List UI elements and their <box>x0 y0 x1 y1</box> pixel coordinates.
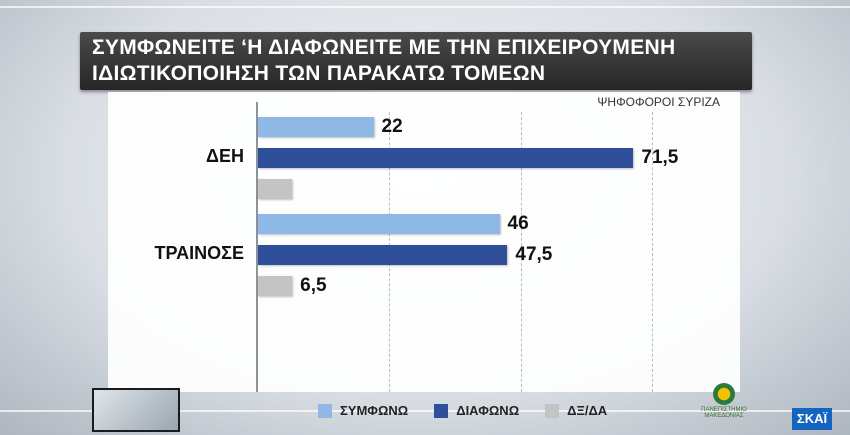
category-label: ΔΕΗ <box>206 146 244 166</box>
bar <box>258 117 374 137</box>
value-axis-line <box>256 102 258 392</box>
bar <box>258 245 508 265</box>
data-label: 47,5 <box>515 244 553 265</box>
bar <box>258 179 293 199</box>
data-label: 46 <box>507 213 529 234</box>
legend-label: ΔΙΑΦΩΝΩ <box>456 403 520 418</box>
title-line-2: ΙΔΙΩΤΙΚΟΠΟΙΗΣΗ ΤΩΝ ΠΑΡΑΚΑΤΩ ΤΟΜΕΩΝ <box>92 62 546 85</box>
category-label: ΤΡΑΙΝΟΣΕ <box>154 243 244 263</box>
legend-item: ΔΙΑΦΩΝΩ <box>434 403 519 418</box>
bar <box>258 276 293 296</box>
channel-logo: ΣΚΑΪ <box>792 408 832 430</box>
background-stripe <box>0 410 850 412</box>
legend-label: ΣΥΜΦΩΝΩ <box>340 403 409 418</box>
chart-panel: ΨΗΦΟΦΟΡΟΙ ΣΥΡΙΖΑ ΔΕΗ 22 71,5 ΤΡΑΙΝΟΣΕ 46 47,5… <box>108 92 740 392</box>
legend-label: ΔΞ/ΔΑ <box>567 403 608 418</box>
title-bar: ΣΥΜΦΩΝΕΙΤΕ ‘Η ΔΙΑΦΩΝΕΙΤΕ ΜΕ ΤΗΝ ΕΠΙΧΕΙΡΟ… <box>80 32 752 90</box>
data-label: 6,5 <box>300 275 327 296</box>
sponsor-text: ΠΑΝΕΠΙΣΤΗΜΙΟ ΜΑΚΕΔΟΝΙΑΣ <box>701 407 747 419</box>
bar <box>258 148 634 168</box>
background-stripe <box>0 6 850 8</box>
legend-swatch <box>545 403 560 418</box>
title-line-1: ΣΥΜΦΩΝΕΙΤΕ ‘Η ΔΙΑΦΩΝΕΙΤΕ ΜΕ ΤΗΝ ΕΠΙΧΕΙΡΟ… <box>92 36 676 59</box>
data-label: 22 <box>381 116 403 137</box>
bar <box>258 214 500 234</box>
legend-item: ΣΥΜΦΩΝΩ <box>318 403 408 418</box>
legend-item: ΔΞ/ΔΑ <box>545 403 607 418</box>
program-logo <box>92 388 180 432</box>
chart-legend: ΣΥΜΦΩΝΩ ΔΙΑΦΩΝΩ ΔΞ/ΔΑ <box>318 403 607 418</box>
sponsor-emblem-icon <box>713 383 735 405</box>
sponsor-logo: ΠΑΝΕΠΙΣΤΗΜΙΟ ΜΑΚΕΔΟΝΙΑΣ <box>694 383 754 427</box>
data-label: 71,5 <box>641 147 679 168</box>
gridline <box>520 112 522 392</box>
chart-subtitle: ΨΗΦΟΦΟΡΟΙ ΣΥΡΙΖΑ <box>597 95 720 109</box>
gridline <box>651 112 653 392</box>
legend-swatch <box>318 403 332 418</box>
legend-swatch <box>434 403 449 418</box>
